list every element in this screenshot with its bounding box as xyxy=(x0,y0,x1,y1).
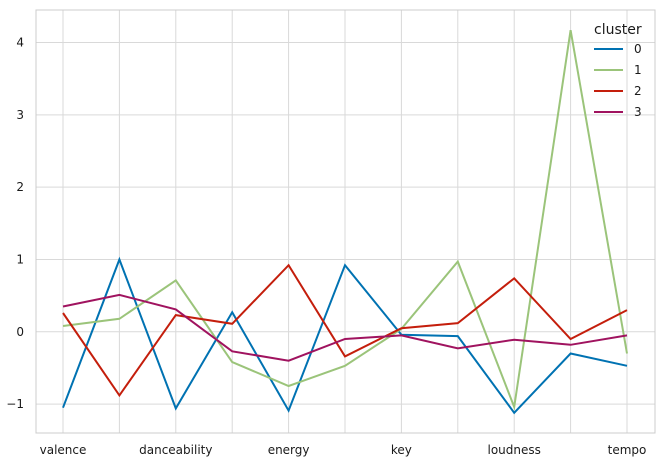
series-line-2 xyxy=(62,263,628,398)
legend: cluster 0 1 2 3 xyxy=(594,22,642,119)
y-axis-ticks: −1 0 1 2 3 4 xyxy=(6,36,24,412)
x-tick-label: danceability xyxy=(139,443,212,457)
y-tick-label: 1 xyxy=(16,252,24,266)
legend-label: 0 xyxy=(634,42,642,56)
series-line-1 xyxy=(62,30,628,411)
x-tick-label: valence xyxy=(40,443,87,457)
y-tick-label: −1 xyxy=(6,397,24,411)
y-tick-label: 4 xyxy=(16,36,24,50)
x-tick-label: tempo xyxy=(608,443,647,457)
plot-frame xyxy=(35,9,656,434)
series-line-3 xyxy=(62,293,628,362)
legend-label: 1 xyxy=(634,63,642,77)
series-layer xyxy=(62,30,628,415)
y-tick-label: 0 xyxy=(16,325,24,339)
y-tick-label: 2 xyxy=(16,180,24,194)
x-tick-label: energy xyxy=(268,443,310,457)
y-tick-label: 3 xyxy=(16,108,24,122)
x-tick-label: key xyxy=(391,443,412,457)
legend-title: cluster xyxy=(594,22,642,38)
series-line-0 xyxy=(62,256,628,415)
grid xyxy=(36,10,655,433)
legend-label: 3 xyxy=(634,105,642,119)
x-axis-ticks: valence danceability energy key loudness temp… xyxy=(40,443,647,457)
x-tick-label: loudness xyxy=(488,443,541,457)
legend-label: 2 xyxy=(634,84,642,98)
